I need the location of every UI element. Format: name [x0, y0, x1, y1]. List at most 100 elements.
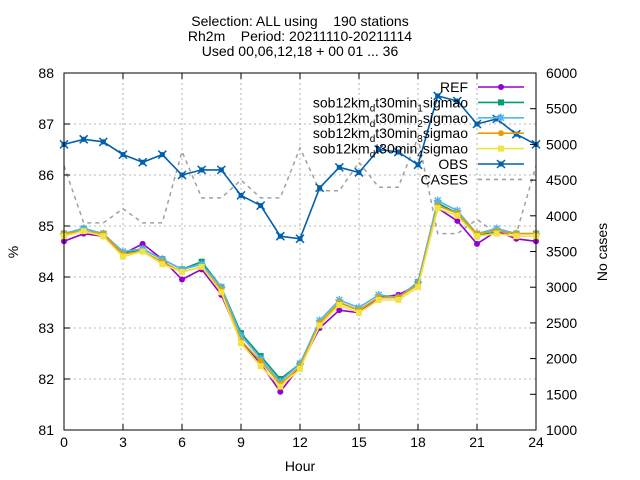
legend-item: sob12kmdt30min1sigmao — [313, 94, 524, 114]
legend-item: REF — [440, 79, 524, 95]
legend-label: CASES — [421, 171, 468, 187]
legend-item: CASES — [421, 171, 524, 187]
tick-labels: 0 3 6 9 12 15 18 21 24 81 82 83 84 85 86 87 88 1000 1500 20… — [38, 65, 577, 450]
x-tick-label: 18 — [410, 434, 426, 450]
y2-tick-label: 1500 — [546, 386, 577, 402]
series-6 — [63, 134, 537, 235]
data-point — [493, 230, 500, 237]
series-line — [63, 134, 537, 235]
x-tick-label: 0 — [60, 434, 68, 450]
data-point — [198, 263, 205, 270]
data-point — [474, 233, 480, 240]
y-tick-label: 82 — [38, 371, 54, 387]
y2-tick-label: 4000 — [546, 208, 577, 224]
x-axis-label: Hour — [285, 458, 316, 474]
y-tick-label: 84 — [38, 269, 54, 285]
data-point — [100, 233, 107, 240]
y2-tick-label: 3500 — [546, 244, 577, 260]
y-tick-label: 87 — [38, 116, 54, 132]
data-point — [98, 137, 108, 147]
y-tick-label: 83 — [38, 320, 54, 336]
data-point — [295, 234, 305, 244]
legend: REFsob12kmdt30min1sigmaosob12kmdt30min2s… — [313, 79, 524, 187]
legend-label: sob12kmdt30min1sigmao — [313, 94, 468, 114]
data-point — [238, 340, 244, 347]
data-point — [454, 212, 461, 219]
x-tick-label: 24 — [528, 434, 544, 450]
data-point — [395, 296, 402, 303]
data-point — [498, 84, 504, 90]
legend-label: sob12kmdt30min4sigmao — [313, 141, 468, 161]
data-point — [315, 183, 325, 193]
data-point — [179, 276, 185, 283]
y-axis-label: % — [5, 246, 21, 258]
y2-tick-label: 6000 — [546, 65, 577, 81]
data-point — [454, 217, 461, 224]
data-point — [236, 190, 246, 200]
y-tick-label: 88 — [38, 65, 54, 81]
data-point — [374, 144, 384, 155]
legend-item: sob12kmdt30min4sigmao — [313, 141, 524, 161]
data-point — [297, 365, 303, 372]
data-point — [275, 231, 285, 241]
y2-tick-label: 2500 — [546, 315, 577, 331]
data-point — [79, 134, 89, 144]
data-point — [139, 248, 146, 255]
data-point — [80, 228, 87, 235]
data-point — [496, 159, 506, 169]
legend-label: sob12kmdt30min3sigmao — [313, 125, 468, 145]
x-tick-label: 9 — [237, 434, 245, 450]
data-point — [472, 119, 482, 129]
x-tick-label: 6 — [178, 434, 186, 450]
data-point — [139, 240, 146, 247]
y2-tick-label: 1000 — [546, 422, 577, 438]
data-point — [433, 196, 442, 205]
data-point — [356, 309, 362, 316]
y-tick-label: 86 — [38, 167, 54, 183]
data-point — [415, 284, 421, 291]
data-point — [336, 307, 343, 314]
y2-tick-label: 3000 — [546, 279, 577, 295]
legend-item: OBS — [438, 156, 524, 172]
legend-item: sob12kmdt30min3sigmao — [313, 125, 524, 145]
data-point — [513, 233, 520, 240]
y2-axis-label: No cases — [594, 223, 610, 281]
data-point — [157, 150, 167, 160]
data-point — [511, 129, 521, 139]
y-tick-label: 81 — [38, 422, 54, 438]
title-line: Used 00,06,12,18 + 00 01 ... 36 — [202, 43, 399, 59]
data-point — [138, 157, 148, 167]
data-point — [336, 302, 343, 309]
data-point — [474, 240, 480, 247]
legend-label: REF — [440, 79, 468, 95]
data-point — [118, 150, 128, 160]
x-tick-label: 15 — [351, 434, 367, 450]
data-point — [433, 91, 443, 101]
legend-label: sob12kmdt30min2sigmao — [313, 110, 468, 130]
data-point — [179, 268, 185, 275]
data-point — [316, 322, 323, 329]
y-tick-label: 85 — [38, 218, 54, 234]
data-point — [257, 358, 264, 365]
data-point — [159, 261, 166, 268]
data-point — [216, 165, 226, 175]
grid — [64, 73, 536, 430]
data-point — [277, 383, 284, 390]
data-point — [497, 113, 505, 122]
data-point — [256, 201, 266, 211]
data-point — [218, 289, 225, 296]
y2-tick-label: 5500 — [546, 101, 577, 117]
data-point — [257, 363, 264, 370]
data-point — [334, 162, 344, 172]
data-point — [120, 253, 126, 260]
legend-label: OBS — [438, 156, 468, 172]
data-point — [434, 205, 441, 212]
data-point — [498, 130, 504, 137]
y2-tick-label: 4500 — [546, 172, 577, 188]
data-point — [197, 165, 207, 175]
x-tick-label: 12 — [292, 434, 308, 450]
x-tick-label: 3 — [119, 434, 127, 450]
data-point — [375, 296, 382, 303]
